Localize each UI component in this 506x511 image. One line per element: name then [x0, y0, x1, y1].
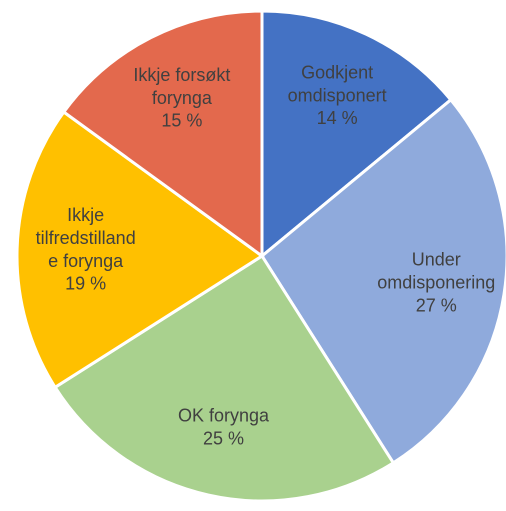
slice-label: Godkjent omdisponert [288, 62, 387, 105]
value-label: 27 % [416, 295, 457, 315]
value-label: 14 % [317, 108, 358, 128]
slice-label: OK forynga [178, 405, 270, 425]
slice-label: Under omdisponering [377, 249, 495, 292]
pie-slice [53, 253, 396, 503]
value-label: 25 % [203, 428, 244, 448]
value-label: 15 % [161, 111, 202, 131]
slice-label: Ikkje tilfredstilland e forynga [36, 205, 136, 271]
pie-slice [61, 9, 264, 259]
pie-slice [260, 97, 506, 465]
slice-label: Ikkje forsøkt forynga [133, 65, 230, 108]
pie-slice [15, 109, 265, 390]
pie-slice [260, 9, 453, 260]
value-label: 19 % [65, 274, 106, 294]
